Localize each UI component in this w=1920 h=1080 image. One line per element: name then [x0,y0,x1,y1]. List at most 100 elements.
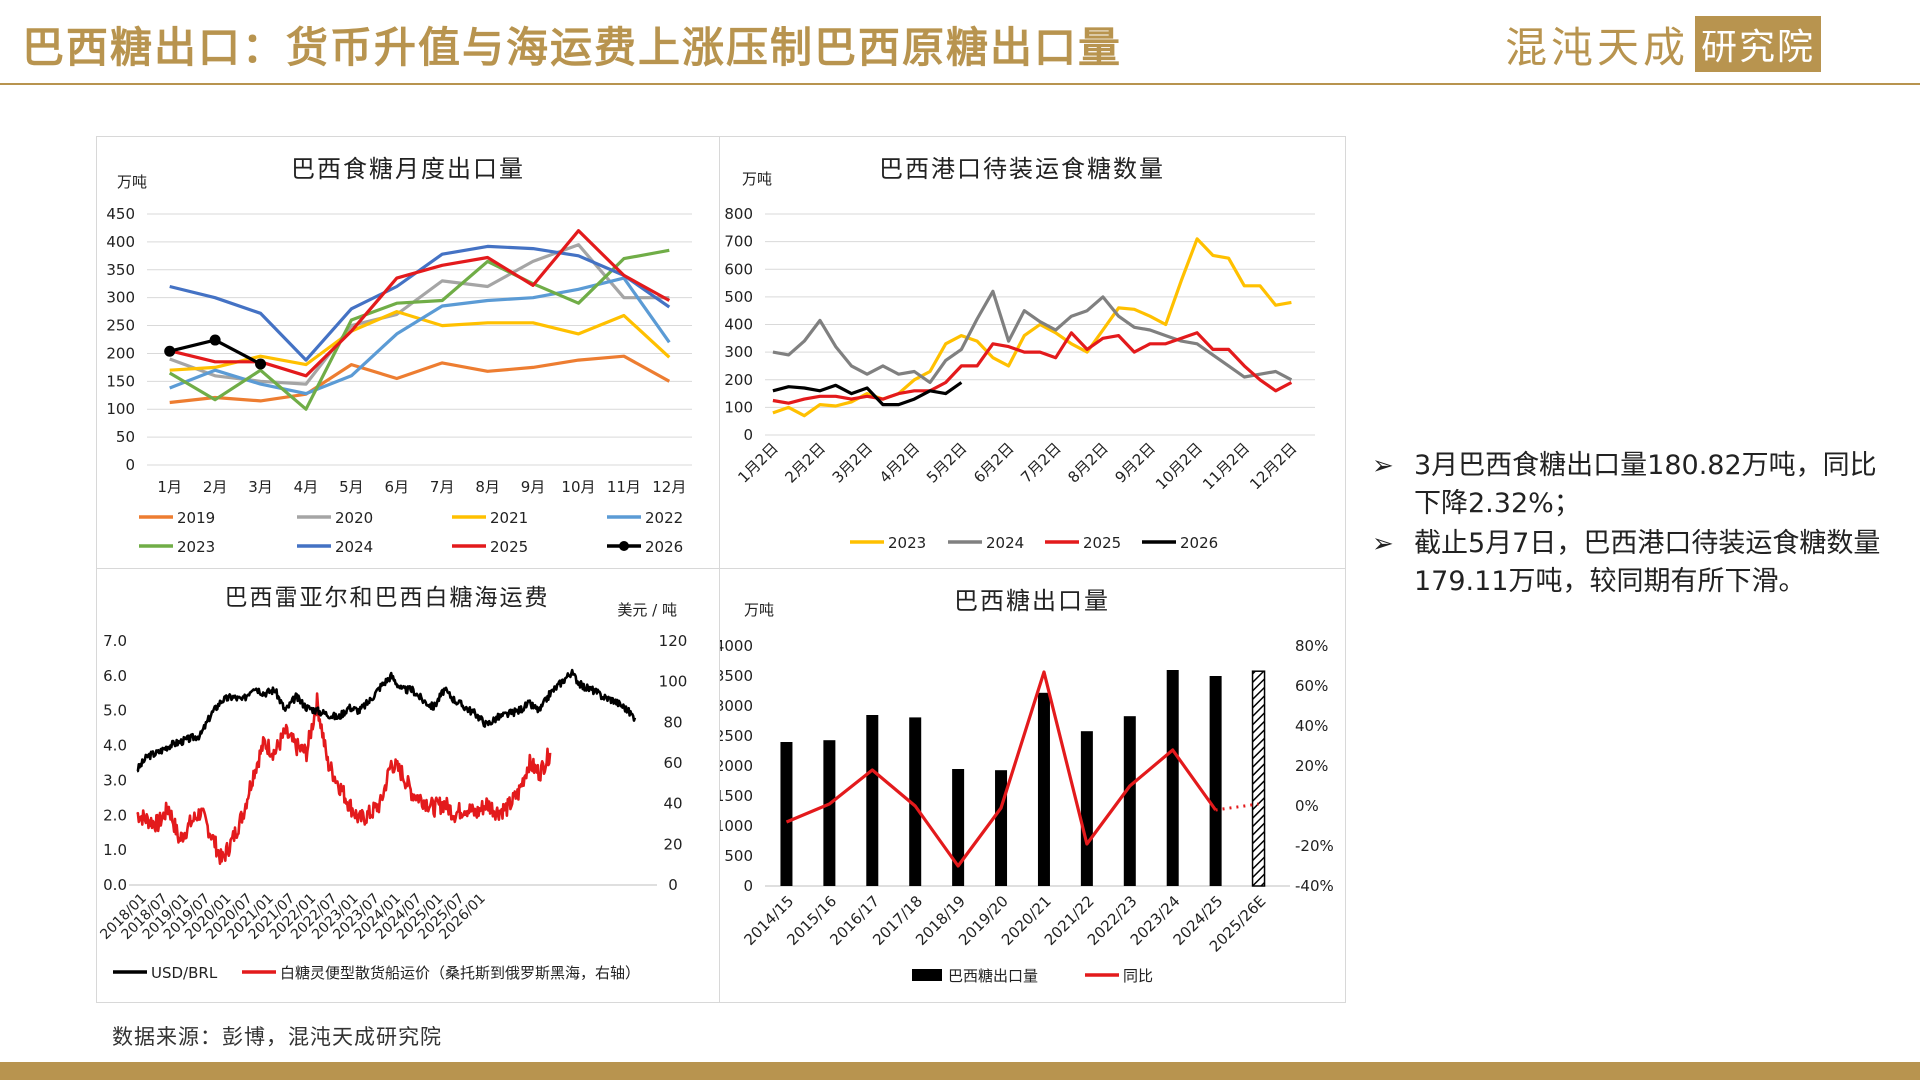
y-tick-label-right: 100 [659,673,688,691]
legend-label: 2023 [888,534,926,552]
x-tick-label: 3月 [248,478,273,496]
x-tick-label: 7月 [430,478,455,496]
bar [866,715,879,886]
x-tick-label: 12月2日 [1246,439,1300,493]
bar [780,742,793,886]
bar [1209,676,1222,886]
y-tick-label-right: 20 [663,835,682,853]
x-tick-label: 2月2日 [782,439,829,486]
series-line-2023 [168,248,670,411]
bar [1166,670,1179,886]
series-line-freight [136,692,552,865]
arrow-bullet-icon: ➢ [1372,529,1394,559]
y-tick-label: 450 [106,205,135,223]
y-tick-label: 100 [106,400,135,418]
y-tick-label: 2.0 [103,806,127,824]
legend-marker [619,541,629,551]
legend-label: 巴西糖出口量 [948,967,1038,985]
series-line-yoy-forecast [1215,802,1259,812]
y-tick-label: 700 [724,233,753,251]
y-tick-label: 2500 [720,727,753,745]
series-line-2024 [772,289,1293,385]
data-point [255,358,267,370]
y-tick-label: 300 [106,289,135,307]
x-tick-label: 4月2日 [876,439,923,486]
y-tick-label: 7.0 [103,632,127,650]
y-tick-label-right: 20% [1295,757,1328,775]
y-tick-label: 0 [125,456,135,474]
panel-divider-vertical [719,136,720,1002]
x-tick-label: 1月2日 [734,439,781,486]
y-tick-label: 4000 [720,637,753,655]
bar [1251,670,1266,887]
x-tick-label: 8月2日 [1064,439,1111,486]
bar [823,740,836,886]
chart-fx-freight: 巴西雷亚尔和巴西白糖海运费 美元 / 吨 0.0 1.0 2.0 3.0 4.0 5.0 6.0… [97,585,688,982]
y-tick-label-right: -20% [1295,837,1334,855]
y-tick-label: 0 [743,426,753,444]
x-tick-label: 3月2日 [829,439,876,486]
legend-label: 2026 [645,538,683,556]
legend-label: 2019 [177,509,215,527]
legend-label: 2022 [645,509,683,527]
data-point [209,334,221,346]
brand-logo: 混沌天成 研究院 [1505,16,1822,72]
x-tick-label: 7月2日 [1017,439,1064,486]
series-line-yoy [785,670,1217,868]
chart-annual-exports: 巴西糖出口量万吨05001000150020002500300035004000… [720,587,1334,985]
page-title: 巴西糖出口：货币升值与海运费上涨压制巴西原糖出口量 [22,23,1123,72]
x-tick-label: 11月 [607,478,641,496]
y-tick-label: 2000 [720,757,753,775]
y-tick-label-right: -40% [1295,877,1334,895]
y-axis-unit: 万吨 [117,173,147,191]
x-tick-label: 2月 [203,478,228,496]
x-tick-label: 5月 [339,478,364,496]
x-tick-label: 4月 [294,478,319,496]
bar [995,770,1008,886]
y-axis-unit-right: 美元 / 吨 [617,601,677,619]
data-source-note: 数据来源：彭博，混沌天成研究院 [112,1025,442,1049]
legend-label: 同比 [1123,967,1153,985]
y-tick-label: 250 [106,317,135,335]
series-line-2025 [772,331,1293,405]
logo-box-text: 研究院 [1695,16,1822,72]
commentary-item: ➢ 截止5月7日，巴西港口待装运食糖数量179.11万吨，较同期有所下滑。 [1372,525,1892,601]
y-tick-label-right: 40% [1295,717,1328,735]
y-tick-label: 6.0 [103,667,127,685]
y-tick-label: 1000 [720,817,753,835]
series-line-usdbrl [136,668,637,773]
bar [1123,716,1136,886]
title-underline [0,83,1920,85]
y-tick-label: 200 [724,371,753,389]
commentary-box: ➢ 3月巴西食糖出口量180.82万吨，同比下降2.32%； ➢ 截止5月7日，… [1372,447,1892,603]
y-tick-label-right: 120 [659,632,688,650]
panel-divider-horizontal [96,568,1345,569]
y-tick-label-right: 60 [663,754,682,772]
legend-label: 2025 [1083,534,1121,552]
legend-label: 2025 [490,538,528,556]
y-tick-label: 500 [724,847,753,865]
y-tick-label-right: 0 [668,876,678,894]
y-tick-label: 50 [116,428,135,446]
y-tick-label: 4.0 [103,737,127,755]
series-line-2026 [772,381,963,407]
chart-panel-frame [96,136,1346,1003]
logo-main-text: 混沌天成 [1505,22,1690,72]
y-tick-label: 150 [106,372,135,390]
bar [1080,731,1093,886]
legend-label: 2023 [177,538,215,556]
legend-swatch [912,969,942,981]
legend-label: 2020 [335,509,373,527]
y-tick-label-right: 80% [1295,637,1328,655]
y-tick-label: 100 [724,398,753,416]
x-tick-label: 6月 [385,478,410,496]
y-tick-label: 400 [106,233,135,251]
y-tick-label: 3.0 [103,771,127,789]
y-tick-label: 800 [724,205,753,223]
legend-label: 2024 [986,534,1024,552]
x-tick-label: 6月2日 [970,439,1017,486]
x-tick-label: 5月2日 [923,439,970,486]
y-tick-label: 200 [106,344,135,362]
